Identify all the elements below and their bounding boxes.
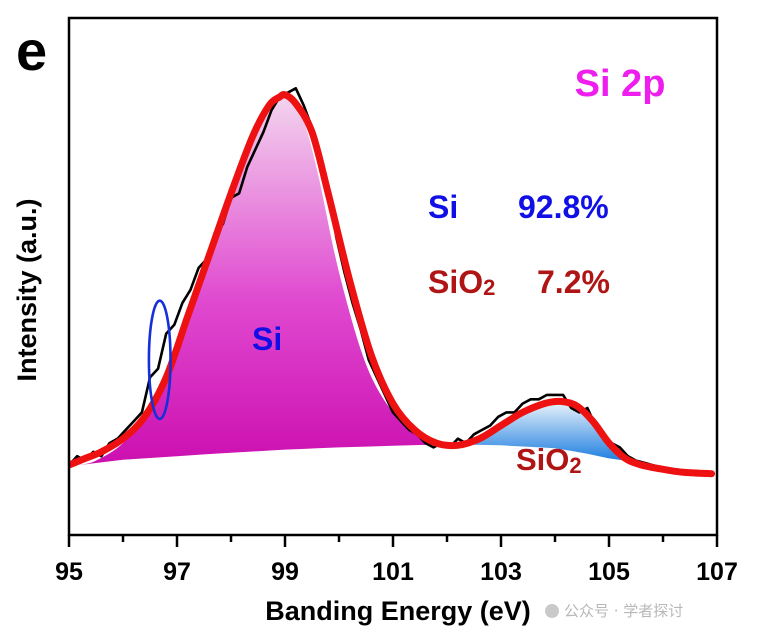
x-axis-ticks: 95 97 99 101 103 105 107 — [55, 535, 738, 586]
sio2-percent-name: SiO2 — [428, 264, 495, 300]
wechat-icon — [545, 604, 559, 618]
sio2-percent-value: 7.2% — [537, 264, 610, 300]
sio2-peak-label: SiO2 — [516, 442, 582, 478]
x-tick-label: 101 — [372, 558, 414, 586]
si-percent-value: 92.8% — [518, 189, 609, 225]
x-tick-label: 99 — [271, 558, 299, 586]
sio2-name-main: SiO — [428, 264, 483, 300]
fit-envelope-line — [69, 90, 716, 478]
sio2-peak-label-sub: 2 — [569, 453, 581, 478]
watermark: 公众号 · 学者探讨 — [545, 600, 683, 621]
x-tick-label: 95 — [55, 558, 83, 586]
y-axis-label: Intensity (a.u.) — [12, 198, 42, 381]
si-peak-label: Si — [252, 321, 282, 357]
x-tick-label: 97 — [163, 558, 191, 586]
x-tick-label: 105 — [588, 558, 630, 586]
x-tick-label: 107 — [696, 558, 738, 586]
panel-letter: e — [16, 19, 47, 82]
highlight-ellipse — [147, 299, 172, 421]
sio2-name-sub: 2 — [483, 275, 495, 300]
sio2-component-area — [447, 403, 626, 461]
watermark-text: 公众号 · 学者探讨 — [564, 602, 684, 620]
si-percent-name: Si — [428, 189, 458, 225]
x-tick-label: 103 — [480, 558, 522, 586]
sio2-peak-label-main: SiO — [516, 442, 569, 477]
chart-title: Si 2p — [575, 63, 666, 105]
x-axis-label: Banding Energy (eV) — [265, 596, 531, 626]
